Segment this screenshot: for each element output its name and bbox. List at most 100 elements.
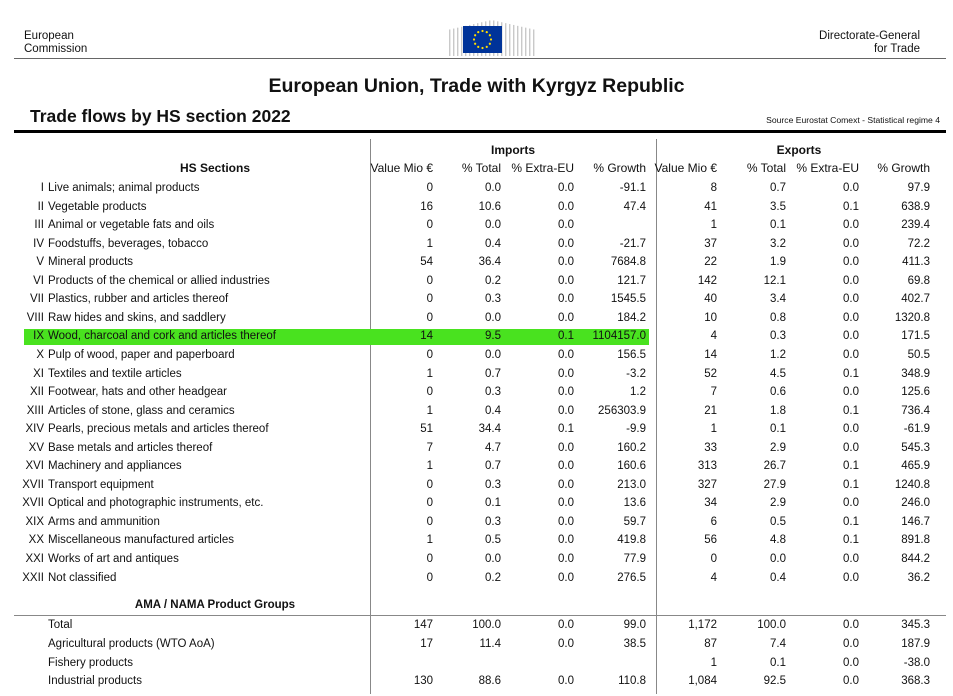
table-row: XVII Transport equipment 0 0.3 0.0 213.0 327 27… bbox=[0, 477, 953, 495]
exports-percent-total-cell: 0.5 bbox=[770, 515, 786, 528]
imports-percent-growth-cell: 160.6 bbox=[617, 460, 646, 473]
imports-percent-extra-eu-cell: 0.0 bbox=[558, 637, 574, 650]
section-description: Textiles and textile articles bbox=[48, 367, 182, 380]
exports-percent-growth-cell: 891.8 bbox=[901, 534, 930, 547]
table-row: XVII Optical and photographic instruments… bbox=[0, 495, 953, 513]
imports-percent-growth-header: % Growth bbox=[593, 161, 646, 175]
imports-value-cell: 1 bbox=[426, 404, 433, 417]
imports-percent-growth-cell: 256303.9 bbox=[598, 404, 646, 417]
section-number: XV bbox=[28, 441, 44, 454]
exports-percent-extra-eu-cell: 0.0 bbox=[843, 656, 859, 669]
section-number: III bbox=[34, 219, 44, 232]
exports-value-cell: 41 bbox=[704, 200, 717, 213]
section-number: V bbox=[36, 256, 44, 269]
exports-percent-total-cell: 2.9 bbox=[770, 497, 786, 510]
exports-percent-total-cell: 0.1 bbox=[770, 656, 786, 669]
imports-percent-extra-eu-cell: 0.0 bbox=[558, 619, 574, 631]
imports-percent-extra-eu-cell: 0.0 bbox=[558, 219, 574, 232]
imports-percent-total-cell: 88.6 bbox=[478, 675, 501, 688]
exports-percent-extra-eu-cell: 0.0 bbox=[843, 348, 859, 361]
exports-value-cell: 1 bbox=[710, 219, 717, 232]
exports-percent-growth-cell: 736.4 bbox=[901, 404, 930, 417]
imports-percent-extra-eu-cell: 0.0 bbox=[558, 515, 574, 528]
groups-exports-border bbox=[656, 596, 657, 694]
table-row: XV Base metals and articles thereof 7 4.7 0.… bbox=[0, 440, 953, 458]
imports-percent-extra-eu-cell: 0.0 bbox=[558, 675, 574, 688]
imports-percent-total-cell: 11.4 bbox=[479, 637, 501, 650]
imports-value-cell: 51 bbox=[420, 423, 433, 436]
exports-percent-growth-cell: 125.6 bbox=[901, 386, 930, 399]
publisher-line-1: European bbox=[24, 30, 74, 42]
exports-value-cell: 142 bbox=[697, 274, 717, 287]
exports-percent-total-cell: 3.4 bbox=[770, 293, 786, 306]
exports-percent-growth-cell: 239.4 bbox=[901, 219, 930, 232]
exports-value-cell: 14 bbox=[704, 348, 717, 361]
exports-percent-total-cell: 7.4 bbox=[770, 637, 786, 650]
imports-percent-total-cell: 0.3 bbox=[485, 386, 501, 399]
section-number: I bbox=[40, 182, 44, 194]
exports-percent-total-cell: 1.9 bbox=[770, 256, 786, 269]
exports-percent-extra-eu-cell: 0.0 bbox=[843, 497, 859, 510]
logo-stripe bbox=[449, 29, 451, 56]
section-number: XIX bbox=[25, 515, 44, 528]
imports-value-cell: 0 bbox=[426, 311, 433, 324]
exports-percent-growth-cell: 72.2 bbox=[907, 237, 930, 250]
exports-percent-total-cell: 3.5 bbox=[770, 200, 786, 213]
imports-percent-growth-cell: 184.2 bbox=[617, 311, 646, 324]
exports-percent-growth-cell: 402.7 bbox=[901, 293, 930, 306]
imports-percent-total-cell: 100.0 bbox=[472, 619, 501, 631]
imports-value-cell: 0 bbox=[426, 219, 433, 232]
section-number: IV bbox=[33, 237, 44, 250]
exports-percent-extra-eu-cell: 0.0 bbox=[843, 386, 859, 399]
imports-percent-extra-eu-cell: 0.1 bbox=[558, 330, 574, 343]
imports-percent-extra-eu-cell: 0.0 bbox=[558, 460, 574, 473]
imports-value-cell: 0 bbox=[426, 293, 433, 306]
imports-percent-total-cell: 0.0 bbox=[485, 219, 501, 232]
imports-percent-growth-cell: -21.7 bbox=[619, 237, 646, 250]
imports-percent-growth-cell: 1545.5 bbox=[610, 293, 646, 306]
imports-percent-growth-cell: 1.2 bbox=[630, 386, 646, 399]
imports-percent-extra-eu-cell: 0.0 bbox=[558, 200, 574, 213]
section-description: Plastics, rubber and articles thereof bbox=[48, 293, 229, 306]
exports-value-cell: 52 bbox=[704, 367, 717, 380]
groups-imports-border bbox=[370, 596, 371, 694]
imports-value-cell: 54 bbox=[420, 256, 433, 269]
imports-value-cell: 1 bbox=[426, 534, 433, 547]
section-description: Not classified bbox=[48, 571, 117, 584]
table-row: XIV Pearls, precious metals and articles … bbox=[0, 421, 953, 439]
exports-value-cell: 56 bbox=[704, 534, 717, 547]
imports-value-cell: 16 bbox=[420, 200, 433, 213]
imports-percent-total-cell: 0.2 bbox=[485, 274, 501, 287]
imports-percent-growth-cell: 156.5 bbox=[617, 348, 646, 361]
eu-star-icon bbox=[488, 42, 491, 45]
imports-percent-total-header: % Total bbox=[461, 161, 501, 175]
eu-star-icon bbox=[474, 34, 477, 37]
imports-percent-total-cell: 0.3 bbox=[485, 515, 501, 528]
imports-percent-growth-cell: 110.8 bbox=[618, 675, 646, 688]
logo-stripe bbox=[517, 25, 519, 56]
imports-percent-total-cell: 0.3 bbox=[485, 293, 501, 306]
eu-star-icon bbox=[488, 34, 491, 37]
exports-percent-total-cell: 0.6 bbox=[770, 386, 786, 399]
exports-percent-extra-eu-cell: 0.0 bbox=[843, 571, 859, 584]
imports-percent-total-cell: 34.4 bbox=[478, 423, 501, 436]
exports-value-cell: 8 bbox=[710, 182, 717, 194]
imports-percent-extra-eu-cell: 0.0 bbox=[558, 182, 574, 194]
imports-percent-extra-eu-cell: 0.0 bbox=[558, 478, 574, 491]
exports-percent-total-cell: 12.1 bbox=[763, 274, 786, 287]
section-description: Works of art and antiques bbox=[48, 553, 179, 565]
imports-value-cell: 0 bbox=[426, 348, 433, 361]
publisher-name: European Commission bbox=[24, 30, 87, 56]
exports-percent-extra-eu-cell: 0.0 bbox=[843, 274, 859, 287]
imports-percent-total-cell: 0.1 bbox=[485, 497, 501, 510]
section-description: Pearls, precious metals and articles the… bbox=[48, 423, 269, 436]
exports-percent-growth-cell: 1320.8 bbox=[894, 311, 930, 324]
exports-left-border bbox=[656, 139, 657, 617]
exports-percent-extra-eu-cell: 0.0 bbox=[843, 423, 859, 436]
title-divider bbox=[14, 130, 946, 133]
section-number: XXII bbox=[22, 571, 44, 584]
exports-percent-total-cell: 0.0 bbox=[770, 553, 786, 565]
section-number: XVI bbox=[25, 460, 44, 473]
exports-percent-extra-eu-cell: 0.1 bbox=[843, 478, 859, 491]
section-description: Animal or vegetable fats and oils bbox=[48, 219, 215, 232]
